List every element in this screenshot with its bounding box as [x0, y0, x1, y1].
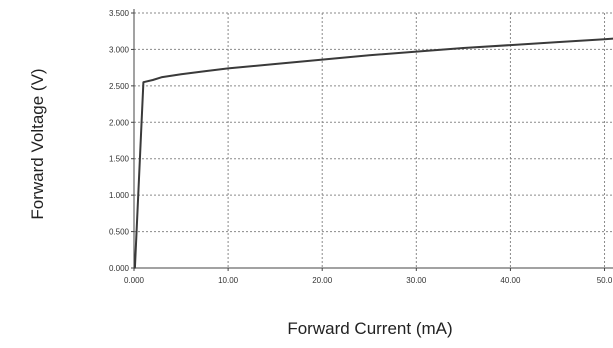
y-tick-label: 1.500	[109, 155, 130, 164]
data-point	[603, 38, 606, 41]
series	[133, 37, 613, 269]
data-point	[161, 76, 164, 78]
grid	[134, 12, 613, 268]
x-tick-label: 30.00	[406, 276, 427, 285]
series-line	[133, 37, 613, 269]
y-axis-title: Forward Voltage (V)	[28, 68, 47, 219]
x-tick-label: 50.0	[597, 276, 613, 285]
y-tick-label: 3.000	[109, 45, 130, 54]
data-point	[556, 41, 559, 43]
data-point	[274, 63, 276, 65]
data-point	[134, 267, 136, 269]
y-tick-label: 1.000	[109, 191, 130, 200]
x-axis-title: Forward Current (mA)	[287, 319, 452, 338]
data-point	[321, 58, 324, 61]
data-point	[415, 50, 418, 53]
data-point	[227, 67, 229, 70]
tick-labels: 0.000 0.500 1.000 1.500 2.000 2.500 3.000 3.500…	[109, 9, 613, 285]
axes	[131, 9, 613, 271]
x-tick-label: 40.00	[500, 276, 521, 285]
data-point	[462, 47, 465, 49]
data-point	[203, 70, 206, 73]
y-tick-label: 0.500	[109, 228, 130, 237]
x-tick-label: 0.000	[124, 276, 145, 285]
data-point	[509, 44, 512, 46]
x-tick-label: 10.00	[218, 276, 239, 285]
data-point	[180, 73, 182, 75]
y-tick-label: 2.000	[109, 118, 130, 127]
x-tick-label: 20.00	[312, 276, 333, 285]
y-tick-label: 3.500	[109, 9, 130, 18]
data-point	[368, 54, 371, 57]
data-point	[142, 81, 145, 84]
data-point	[152, 79, 154, 81]
y-tick-label: 0.000	[109, 264, 130, 273]
y-tick-label: 2.500	[109, 82, 130, 91]
